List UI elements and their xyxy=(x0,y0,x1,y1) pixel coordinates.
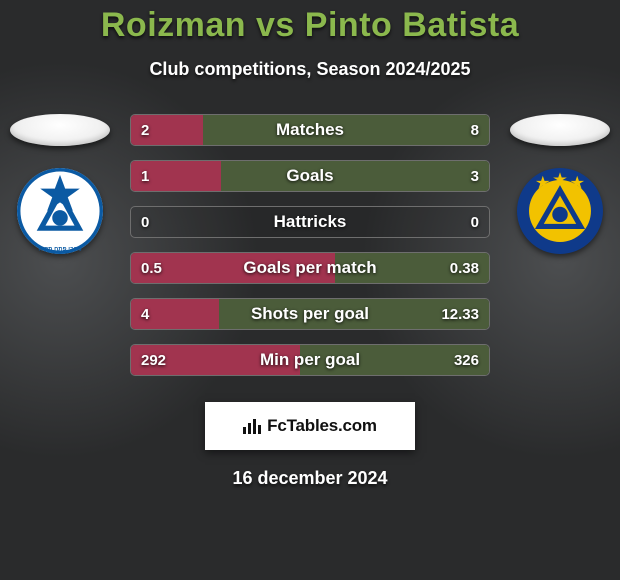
stat-fill-right xyxy=(203,115,489,145)
title-player1: Roizman xyxy=(101,6,246,44)
bar-chart-icon xyxy=(243,418,261,434)
svg-text:מכבי פתח תקוה: מכבי פתח תקוה xyxy=(38,247,81,253)
title-player2: Pinto Batista xyxy=(305,6,519,44)
stat-row: Matches28 xyxy=(130,114,490,146)
subtitle: Club competitions, Season 2024/2025 xyxy=(0,59,620,80)
stat-value-right: 0 xyxy=(461,207,489,237)
stat-fill-left xyxy=(131,115,203,145)
stat-label: Hattricks xyxy=(131,207,489,237)
left-side: מכבי פתח תקוה xyxy=(0,114,120,254)
stat-row: Min per goal292326 xyxy=(130,344,490,376)
date: 16 december 2024 xyxy=(0,468,620,489)
stat-bars: Matches28 Goals13 Hattricks0 0 Goals per mat… xyxy=(130,114,490,376)
stat-fill-left xyxy=(131,253,335,283)
right-side xyxy=(500,114,620,254)
club-crest-right-icon xyxy=(517,168,603,254)
stat-row: Hattricks0 0 xyxy=(130,206,490,238)
comparison-card: Roizman vs Pinto Batista Club competitio… xyxy=(0,0,620,580)
club-badge-right xyxy=(517,168,603,254)
club-crest-left-icon: מכבי פתח תקוה xyxy=(17,168,103,254)
club-badge-left: מכבי פתח תקוה xyxy=(17,168,103,254)
stat-fill-left xyxy=(131,299,219,329)
stat-fill-left xyxy=(131,161,221,191)
stat-fill-right xyxy=(219,299,489,329)
stat-fill-right xyxy=(335,253,489,283)
source-badge: FcTables.com xyxy=(205,402,415,450)
title-vs: vs xyxy=(256,6,295,44)
stats-arena: מכבי פתח תקוה xyxy=(0,114,620,384)
stat-fill-left xyxy=(131,345,300,375)
page-title: Roizman vs Pinto Batista xyxy=(0,0,620,45)
player1-avatar-placeholder xyxy=(10,114,110,146)
stat-row: Goals13 xyxy=(130,160,490,192)
player2-avatar-placeholder xyxy=(510,114,610,146)
stat-value-left: 0 xyxy=(131,207,159,237)
source-text: FcTables.com xyxy=(267,416,377,436)
stat-row: Shots per goal412.33 xyxy=(130,298,490,330)
stat-fill-right xyxy=(300,345,489,375)
stat-row: Goals per match0.50.38 xyxy=(130,252,490,284)
stat-fill-right xyxy=(221,161,490,191)
